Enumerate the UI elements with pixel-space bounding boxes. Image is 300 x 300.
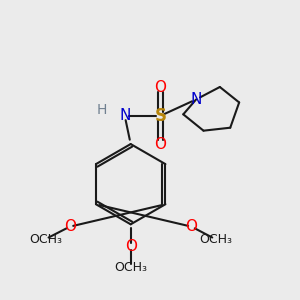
Text: OCH₃: OCH₃ <box>199 233 232 246</box>
Text: N: N <box>190 92 202 107</box>
Text: S: S <box>154 107 166 125</box>
Text: O: O <box>125 239 137 254</box>
Text: OCH₃: OCH₃ <box>114 261 147 274</box>
Text: OCH₃: OCH₃ <box>29 233 62 246</box>
Text: O: O <box>186 219 198 234</box>
Text: O: O <box>64 219 76 234</box>
Text: N: N <box>119 108 130 123</box>
Text: O: O <box>154 80 166 95</box>
Text: O: O <box>154 136 166 152</box>
Text: H: H <box>97 103 107 117</box>
